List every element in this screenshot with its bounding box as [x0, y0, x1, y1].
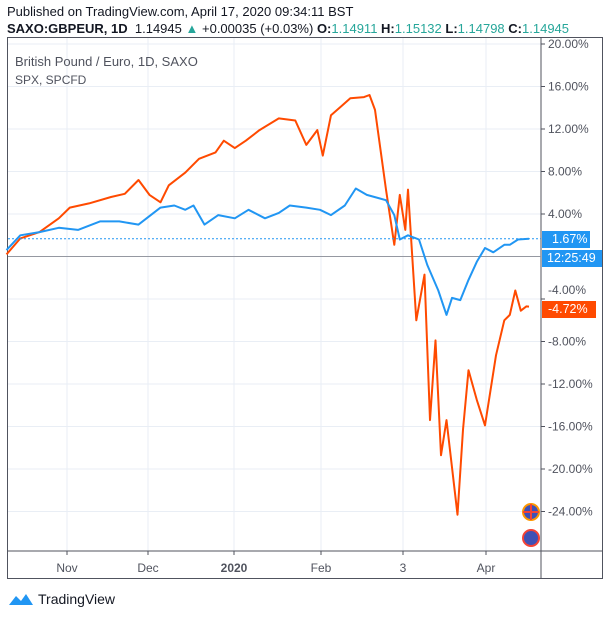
spx-series-line: [5, 187, 530, 316]
y-tick-label: -24.00%: [548, 505, 593, 519]
spx-price-tag: 1.67%: [542, 231, 590, 248]
uk-flag-cross: [523, 504, 539, 520]
symbol-label: SAXO:GBPEUR, 1D: [7, 21, 128, 36]
close-value: 1.14945: [522, 21, 570, 36]
legend-compare-series[interactable]: SPX, SPCFD: [15, 73, 87, 87]
y-tick-label: -12.00%: [548, 377, 593, 391]
tradingview-logo[interactable]: TradingView: [8, 591, 115, 607]
low-label: L:: [445, 21, 458, 36]
legend-main-series[interactable]: British Pound / Euro, 1D, SAXO: [15, 54, 198, 69]
gbpeur-price-tag: -4.72%: [542, 301, 596, 318]
y-tick-label: -16.00%: [548, 420, 593, 434]
low-value: 1.14798: [457, 21, 505, 36]
y-tick-label: 12.00%: [548, 122, 589, 136]
tradingview-cloud-icon: [9, 594, 33, 605]
y-tick-label: 20.00%: [548, 37, 589, 51]
symbol-ohlc-bar: SAXO:GBPEUR, 1D 1.14945 ▲ +0.00035 (+0.0…: [7, 21, 569, 36]
x-tick-label: Dec: [137, 561, 158, 575]
eu-flag-icon: [522, 529, 540, 547]
x-tick-label: 3: [400, 561, 407, 575]
y-tick-label: 8.00%: [548, 165, 582, 179]
x-tick-label: Feb: [311, 561, 332, 575]
y-tick-label: -4.00%: [548, 283, 586, 297]
close-label: C:: [508, 21, 523, 36]
chart-frame: [7, 37, 603, 579]
y-tick-label: 16.00%: [548, 80, 589, 94]
x-tick-label: 2020: [221, 561, 248, 575]
gbpeur-series-line: [5, 94, 530, 516]
high-label: H:: [381, 21, 395, 36]
brand-text: TradingView: [38, 591, 116, 607]
last-price: 1.14945: [134, 21, 182, 36]
price-change: +0.00035 (+0.03%): [202, 21, 314, 36]
x-tick-label: Apr: [477, 561, 496, 575]
y-tick-label: -20.00%: [548, 462, 593, 476]
open-label: O:: [316, 21, 332, 36]
triangle-up-icon: ▲: [185, 21, 199, 36]
countdown-tag: 12:25:49: [542, 250, 602, 267]
y-tick-label: -8.00%: [548, 335, 586, 349]
y-tick-label: 4.00%: [548, 207, 582, 221]
open-value: 1.14911: [331, 21, 378, 36]
high-value: 1.15132: [394, 21, 442, 36]
x-tick-label: Nov: [56, 561, 77, 575]
published-note: Published on TradingView.com, April 17, …: [7, 4, 354, 19]
